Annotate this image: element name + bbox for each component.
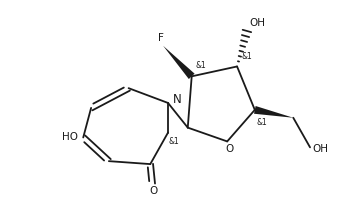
- Text: HO: HO: [62, 132, 78, 142]
- Text: &1: &1: [241, 52, 252, 61]
- Polygon shape: [163, 46, 195, 79]
- Text: &1: &1: [257, 118, 268, 127]
- Text: O: O: [225, 144, 233, 154]
- Text: &1: &1: [196, 61, 206, 70]
- Text: N: N: [173, 93, 182, 106]
- Text: OH: OH: [249, 18, 265, 28]
- Text: O: O: [149, 186, 157, 196]
- Text: F: F: [158, 33, 164, 43]
- Text: &1: &1: [168, 137, 179, 146]
- Polygon shape: [254, 106, 293, 118]
- Text: OH: OH: [312, 144, 328, 154]
